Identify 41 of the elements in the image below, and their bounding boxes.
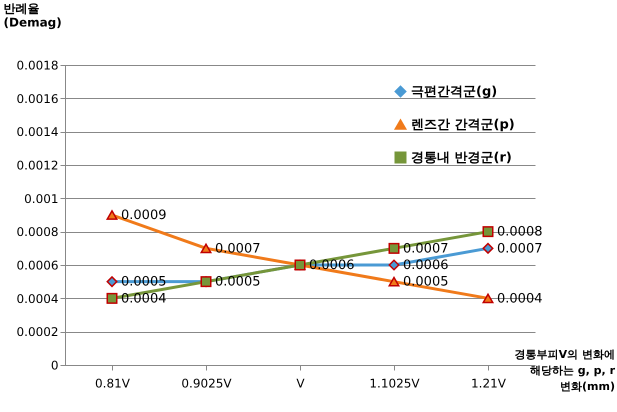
legend-label: 극편간격군(g) (411, 84, 498, 100)
point (482, 242, 494, 254)
point (106, 210, 118, 220)
point (388, 276, 400, 287)
y-tick-label: 0.0006 (16, 258, 58, 272)
point (106, 276, 118, 288)
x-tick-label: 1.1025V (369, 376, 420, 390)
data-label: 0.0008 (497, 224, 542, 240)
x-tick-label: V (296, 376, 306, 390)
data-label: 0.0005 (403, 274, 448, 290)
point (106, 292, 118, 304)
data-label: 0.0006 (309, 258, 354, 273)
data-label: 0.0007 (497, 241, 542, 256)
y-tick-label: 0.0004 (16, 292, 58, 306)
data-label: 0.0004 (497, 291, 542, 306)
data-label: 0.0007 (403, 241, 448, 256)
y-tick-label: 0 (50, 358, 58, 372)
point (482, 226, 494, 238)
data-label: 0.0009 (121, 208, 166, 223)
legend-label: 경통내 반경군(r) (411, 150, 512, 166)
x-tick-label: 1.21V (471, 376, 507, 390)
y-tick-label: 0.0018 (16, 58, 58, 72)
y-tick-label: 0.0012 (16, 158, 58, 172)
x-tick-label: 0.9025V (181, 376, 232, 390)
x-axis-title: 경통부피V의 변화에 해당하는 g, p, r 변화(mm) (514, 348, 616, 393)
y-axis-title: 반례율 (Demag) (4, 2, 62, 30)
data-label: 0.0006 (403, 258, 448, 273)
data-label: 0.0005 (215, 274, 260, 290)
point (388, 260, 400, 270)
data-label: 0.0007 (215, 241, 260, 256)
point (482, 293, 494, 304)
legend-label: 렌즈간 간격군(p) (411, 118, 515, 132)
data-label: 0.0004 (121, 291, 166, 306)
point (200, 243, 212, 254)
x-tick-label: 0.81V (95, 376, 131, 390)
y-tick-label: 0.0008 (16, 225, 58, 240)
y-tick-label: 0.0014 (16, 125, 58, 140)
y-tick-label: 0.001 (24, 192, 58, 206)
point (388, 242, 400, 254)
y-tick-label: 0.0016 (16, 92, 58, 106)
y-tick-label: 0.0002 (16, 325, 58, 340)
